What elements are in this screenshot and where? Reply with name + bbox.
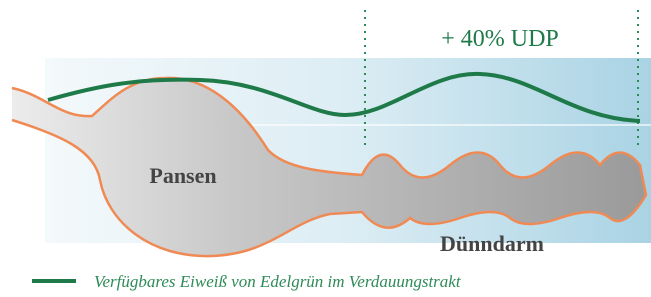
stomach-label: Pansen: [149, 163, 216, 188]
annotation: + 40% UDP: [441, 26, 559, 52]
legend-label: Verfügbares Eiweiß von Edelgrün im Verda…: [94, 272, 462, 291]
diagram: + 40% UDP Pansen Dünndarm Verfügbares Ei…: [0, 0, 651, 297]
intestine-label: Dünndarm: [440, 231, 544, 256]
